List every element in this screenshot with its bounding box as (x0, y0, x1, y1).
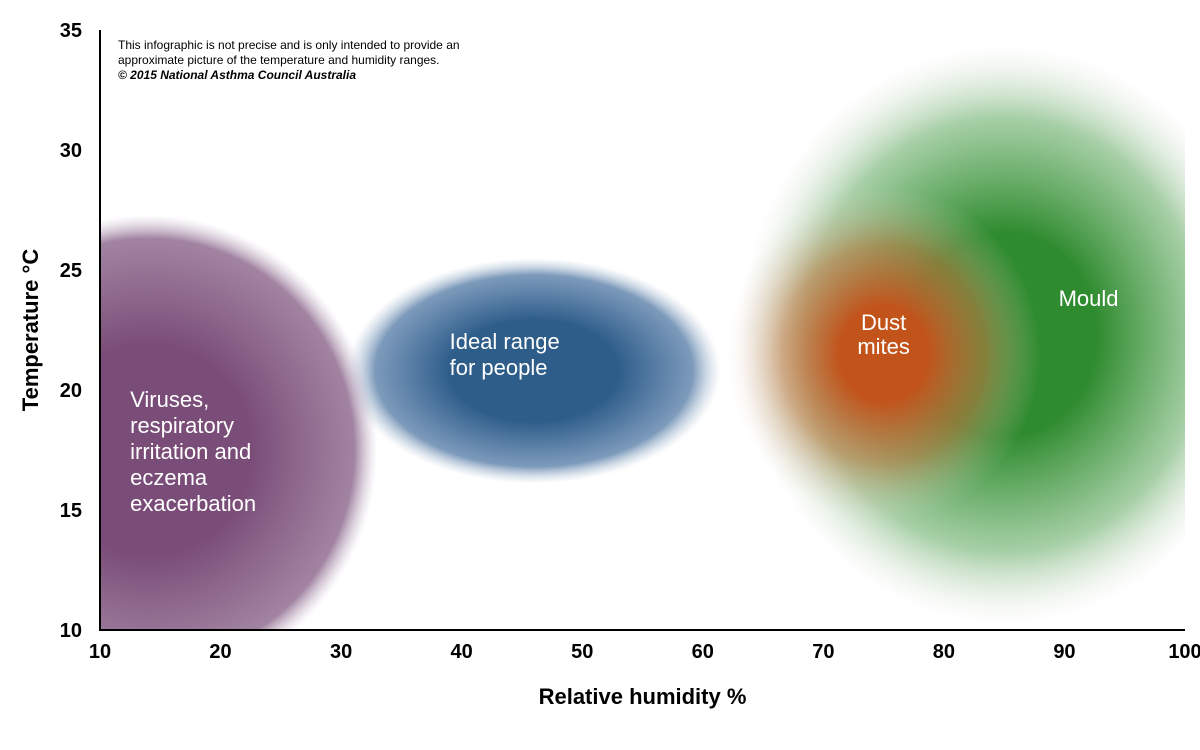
y-tick-label: 15 (60, 500, 82, 522)
chart-svg: MouldDustmitesIdeal rangefor peopleVirus… (0, 0, 1200, 750)
x-tick-label: 80 (933, 641, 955, 663)
y-tick-label: 10 (60, 620, 82, 642)
y-tick-label: 30 (60, 140, 82, 162)
blob-label-mould: Mould (1059, 286, 1119, 311)
disclaimer-note: This infographic is not precise and is o… (118, 38, 460, 83)
x-tick-label: 40 (451, 641, 473, 663)
x-tick-label: 60 (692, 641, 714, 663)
disclaimer-line1: This infographic is not precise and is o… (118, 38, 460, 52)
y-axis-label: Temperature °C (18, 249, 43, 412)
x-tick-label: 30 (330, 641, 352, 663)
chart-stage: MouldDustmitesIdeal rangefor peopleVirus… (0, 0, 1200, 750)
y-tick-label: 35 (60, 20, 82, 42)
blob-label-dust: Dustmites (857, 310, 910, 359)
x-tick-label: 90 (1053, 641, 1075, 663)
x-tick-label: 100 (1168, 641, 1200, 663)
y-tick-label: 20 (60, 380, 82, 402)
x-tick-label: 50 (571, 641, 593, 663)
x-axis-label: Relative humidity % (539, 684, 747, 709)
disclaimer-copyright: © 2015 National Asthma Council Australia (118, 68, 356, 82)
x-tick-label: 10 (89, 641, 111, 663)
disclaimer-line2: approximate picture of the temperature a… (118, 53, 440, 67)
y-tick-label: 25 (60, 260, 82, 282)
x-tick-label: 70 (812, 641, 834, 663)
blob-label-ideal: Ideal rangefor people (450, 329, 560, 380)
x-tick-label: 20 (209, 641, 231, 663)
blob-layer (0, 44, 1200, 685)
